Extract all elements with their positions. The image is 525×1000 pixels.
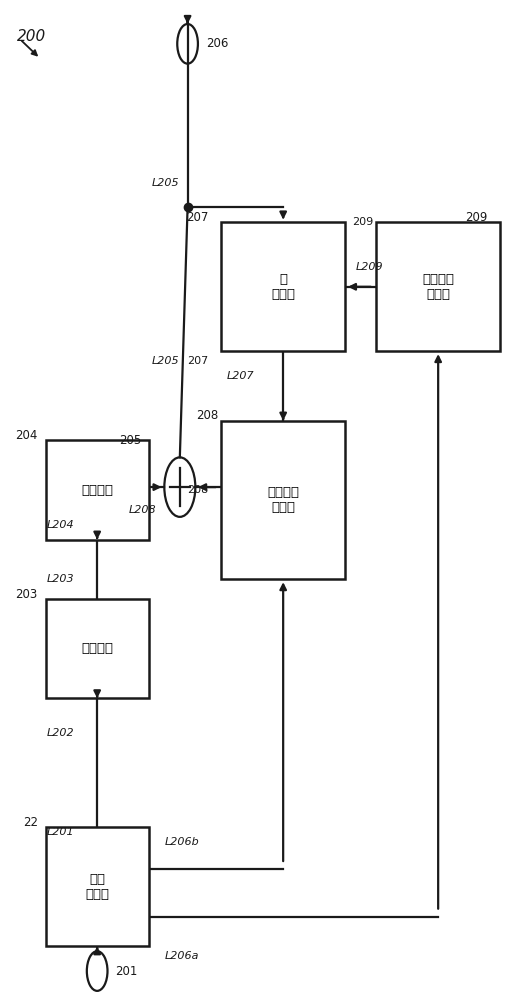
Text: L207: L207 (226, 371, 254, 381)
Text: L204: L204 (46, 520, 74, 530)
FancyBboxPatch shape (221, 222, 345, 351)
Text: 205: 205 (119, 434, 141, 447)
Text: 209: 209 (352, 217, 374, 227)
FancyBboxPatch shape (221, 421, 345, 579)
Text: L206a: L206a (164, 951, 199, 961)
Text: 206: 206 (206, 37, 228, 50)
Text: 208: 208 (187, 485, 208, 495)
Text: 203: 203 (16, 588, 38, 601)
Text: 204: 204 (15, 429, 38, 442)
FancyBboxPatch shape (46, 440, 149, 540)
Text: L202: L202 (46, 728, 74, 738)
Text: L203: L203 (46, 574, 74, 584)
Text: 208: 208 (196, 409, 218, 422)
Text: 201: 201 (116, 965, 138, 978)
Text: L209: L209 (355, 262, 383, 272)
Text: 帧
存储器: 帧 存储器 (271, 273, 295, 301)
Text: 帧存储器
管理器: 帧存储器 管理器 (422, 273, 454, 301)
FancyBboxPatch shape (46, 599, 149, 698)
Text: L205: L205 (151, 178, 179, 188)
Text: 22: 22 (23, 816, 38, 829)
Text: 逆量化器: 逆量化器 (81, 642, 113, 655)
Text: L205: L205 (151, 356, 179, 366)
Text: 预测信号
生成器: 预测信号 生成器 (267, 486, 299, 514)
FancyBboxPatch shape (46, 827, 149, 946)
Text: 逆变换器: 逆变换器 (81, 484, 113, 497)
Text: L206b: L206b (164, 837, 199, 847)
Text: L201: L201 (46, 827, 74, 837)
FancyBboxPatch shape (376, 222, 500, 351)
Text: 207: 207 (187, 356, 208, 366)
Text: 209: 209 (465, 211, 487, 224)
Text: L208: L208 (129, 505, 156, 515)
Text: 207: 207 (186, 211, 208, 224)
Text: 200: 200 (17, 29, 46, 44)
Text: 数据
分析器: 数据 分析器 (85, 873, 109, 901)
